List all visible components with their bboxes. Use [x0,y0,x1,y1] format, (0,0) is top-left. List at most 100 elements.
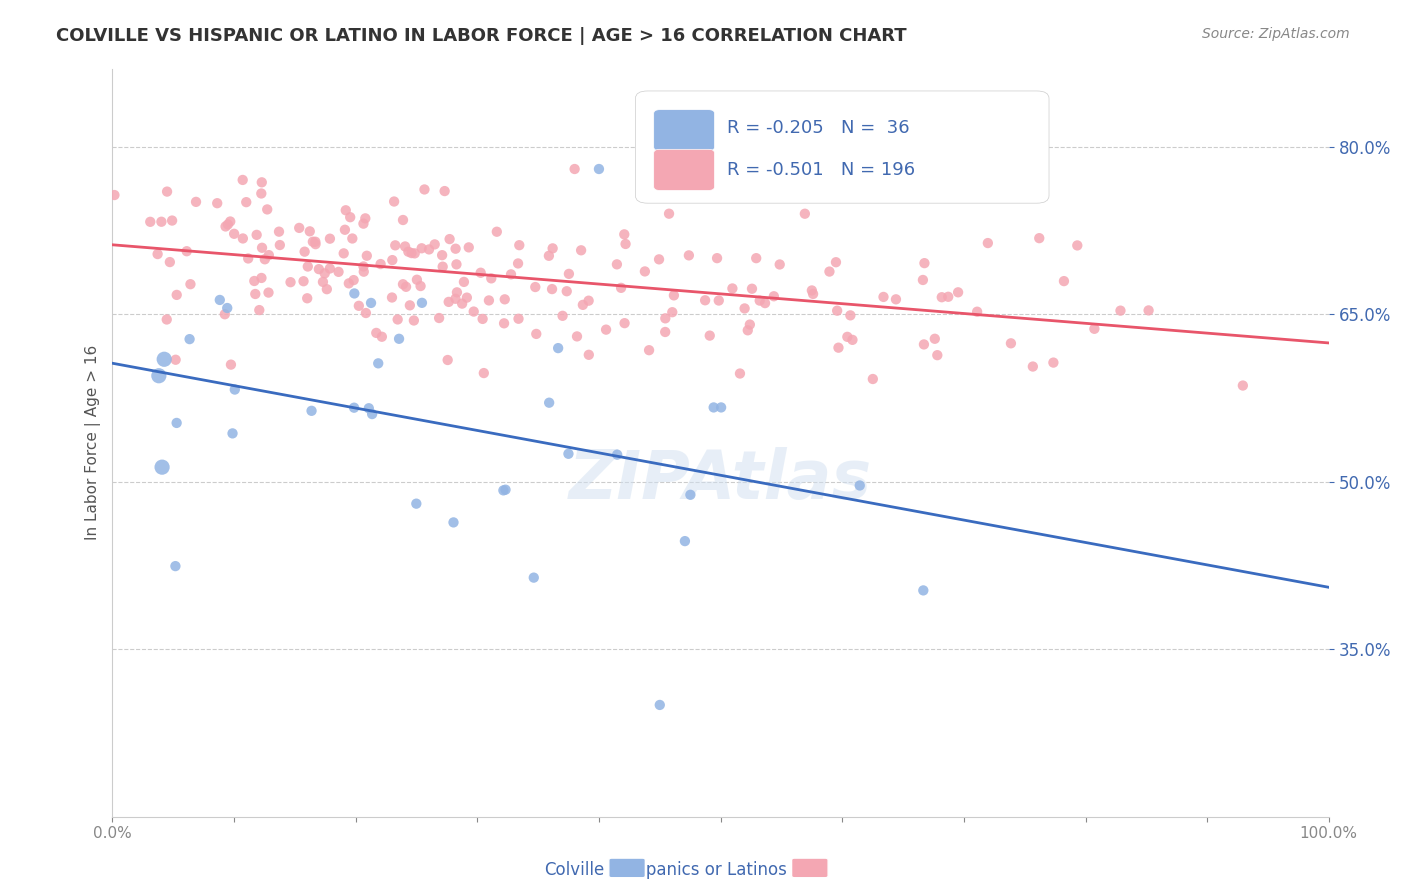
Point [524,280,547,294]
Point [613,227,636,242]
Point [214,307,236,321]
Point [662,288,685,302]
Point [479,271,502,285]
Point [319,261,342,276]
Point [610,281,633,295]
Point [508,311,530,326]
Point [418,243,440,257]
Point [312,275,335,289]
Point [333,223,356,237]
Point [308,262,330,277]
Point [472,366,495,380]
Point [257,248,280,262]
Point [354,211,377,226]
Point [721,281,744,295]
Point [165,352,187,367]
Point [654,311,676,326]
Point [184,194,207,209]
Point [208,293,231,307]
Point [298,224,321,238]
Point [156,312,179,326]
Point [541,282,564,296]
Point [648,698,671,712]
Point [762,289,785,303]
Point [470,266,492,280]
Point [150,460,173,475]
Point [352,217,374,231]
Point [1053,274,1076,288]
Point [297,260,319,274]
Text: COLVILLE VS HISPANIC OR LATINO IN LABOR FORCE | AGE > 16 CORRELATION CHART: COLVILLE VS HISPANIC OR LATINO IN LABOR … [56,27,907,45]
Point [370,257,392,271]
Point [446,257,468,271]
Point [494,293,516,307]
Point [558,267,581,281]
Point [219,358,242,372]
Point [439,232,461,246]
Point [409,279,432,293]
Point [176,244,198,259]
Point [247,303,270,318]
Point [179,277,201,292]
Point [839,309,862,323]
Point [745,251,768,265]
Point [294,244,316,259]
Point [347,299,370,313]
Point [699,328,721,343]
Point [707,293,730,308]
Point [841,333,863,347]
Point [538,395,561,409]
Point [1022,359,1045,374]
Point [250,175,273,189]
Point [166,416,188,430]
Point [769,257,792,271]
Point [148,368,170,383]
FancyBboxPatch shape [654,110,714,151]
Point [927,348,949,362]
Point [433,184,456,198]
Point [253,252,276,267]
Point [872,290,894,304]
Point [931,290,953,304]
FancyBboxPatch shape [636,91,1049,203]
Text: Colville: Colville [544,861,605,879]
Point [353,265,375,279]
Point [214,219,236,234]
Point [800,284,823,298]
Point [257,285,280,300]
Point [695,293,717,308]
Point [371,330,394,344]
Point [728,367,751,381]
Point [250,186,273,201]
Point [588,161,610,176]
Point [332,246,354,260]
Point [304,237,326,252]
Point [457,240,479,254]
Point [541,241,564,255]
Point [738,318,761,332]
Point [328,265,350,279]
Point [224,383,246,397]
Point [232,173,254,187]
Point [217,301,239,315]
Point [578,348,600,362]
Point [411,295,433,310]
Point [301,404,323,418]
Point [446,285,468,300]
Point [912,256,935,270]
Point [443,516,465,530]
Point [139,215,162,229]
Point [884,293,907,307]
Point [245,287,267,301]
Point [936,290,959,304]
Point [404,246,426,260]
Point [361,407,384,421]
Point [862,372,884,386]
Point [557,447,579,461]
Point [302,235,325,249]
Point [160,213,183,227]
Point [224,227,246,241]
Point [451,296,474,310]
Point [494,316,516,330]
Point [156,185,179,199]
